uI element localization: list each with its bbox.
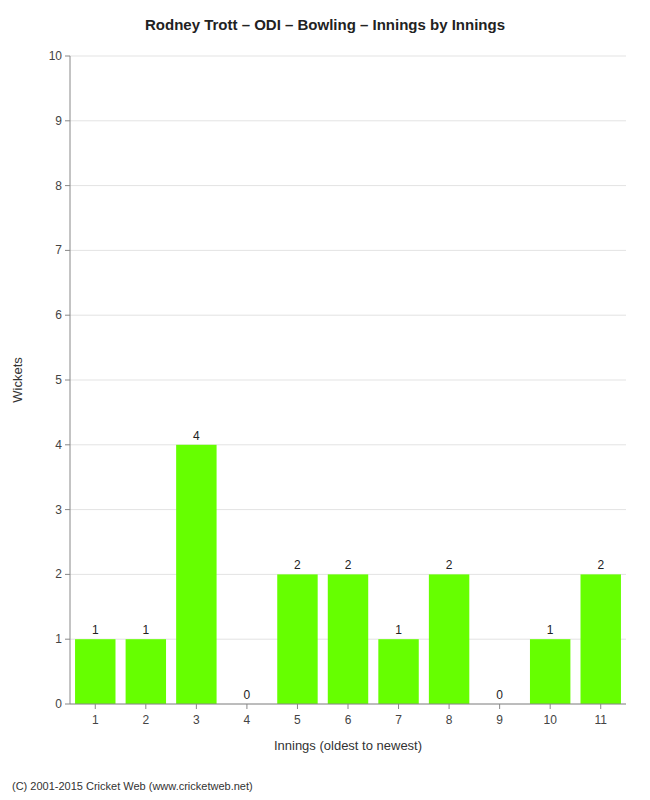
x-tick-mark [398, 704, 399, 709]
y-axis-label: Wickets [10, 357, 25, 403]
data-label: 2 [345, 558, 352, 572]
y-tick-label: 8 [55, 179, 62, 193]
grid-line [70, 185, 626, 186]
y-tick-label: 2 [55, 567, 62, 581]
x-tick-mark [449, 704, 450, 709]
y-tick-label: 10 [49, 49, 63, 63]
data-labels: 1 1 4 0 2 2 1 2 0 1 2 [92, 429, 604, 702]
y-ticks: 0 1 2 3 4 5 6 7 8 9 10 [49, 49, 70, 711]
x-tick-mark [499, 704, 500, 709]
bar [176, 445, 216, 704]
x-axis-label: Innings (oldest to newest) [274, 738, 422, 753]
y-tick-mark [65, 250, 70, 251]
x-tick-mark [196, 704, 197, 709]
x-tick-label: 2 [142, 713, 149, 727]
y-tick-mark [65, 315, 70, 316]
y-axis-line [70, 56, 71, 704]
y-tick-mark [65, 574, 70, 575]
y-tick-mark [65, 120, 70, 121]
background [0, 0, 650, 800]
bar [378, 639, 418, 704]
y-tick-label: 6 [55, 308, 62, 322]
x-tick-label: 9 [496, 713, 503, 727]
grid-line [70, 315, 626, 316]
y-tick-mark [65, 444, 70, 445]
chart-title: Rodney Trott – ODI – Bowling – Innings b… [145, 16, 505, 33]
chart-svg: 012345678910114022120121234567891011Rodn… [0, 0, 650, 800]
bar [126, 639, 166, 704]
grid-line [70, 250, 626, 251]
grid-line [70, 509, 626, 510]
data-label: 0 [496, 688, 503, 702]
bar [328, 574, 368, 704]
bars [75, 445, 621, 704]
y-tick-mark [65, 704, 70, 705]
grid-line [70, 56, 626, 57]
x-tick-mark [246, 704, 247, 709]
grid [70, 56, 626, 704]
y-tick-mark [65, 509, 70, 510]
y-tick-mark [65, 56, 70, 57]
y-tick-mark [65, 380, 70, 381]
y-tick-label: 3 [55, 503, 62, 517]
footer: (C) 2001-2015 Cricket Web (www.cricketwe… [12, 780, 253, 792]
x-tick-mark [600, 704, 601, 709]
data-label: 1 [547, 623, 554, 637]
x-tick-mark [550, 704, 551, 709]
bar [581, 574, 621, 704]
bar [277, 574, 317, 704]
data-label: 0 [244, 688, 251, 702]
bar [75, 639, 115, 704]
grid-line [70, 120, 626, 121]
x-tick-label: 11 [594, 713, 607, 727]
y-tick-label: 9 [55, 114, 62, 128]
y-tick-label: 4 [55, 438, 62, 452]
grid-line [70, 380, 626, 381]
y-tick-mark [65, 639, 70, 640]
y-tick-label: 1 [55, 632, 62, 646]
data-label: 4 [193, 429, 200, 443]
x-tick-label: 8 [446, 713, 453, 727]
y-tick-label: 0 [55, 697, 62, 711]
chart-container: 012345678910114022120121234567891011Rodn… [0, 0, 650, 800]
bar [429, 574, 469, 704]
x-tick-label: 10 [544, 713, 558, 727]
x-tick-label: 3 [193, 713, 200, 727]
data-label: 1 [92, 623, 99, 637]
data-label: 2 [597, 558, 604, 572]
x-tick-label: 4 [244, 713, 251, 727]
x-tick-label: 5 [294, 713, 301, 727]
y-tick-label: 5 [55, 373, 62, 387]
x-tick-mark [95, 704, 96, 709]
y-tick-label: 7 [55, 243, 62, 257]
data-label: 2 [294, 558, 301, 572]
x-tick-label: 1 [92, 713, 99, 727]
data-label: 2 [446, 558, 453, 572]
y-tick-mark [65, 185, 70, 186]
x-tick-mark [145, 704, 146, 709]
x-ticks: 1 2 3 4 5 6 7 8 9 10 11 [92, 704, 607, 727]
x-tick-mark [348, 704, 349, 709]
x-tick-mark [297, 704, 298, 709]
grid-line [70, 444, 626, 445]
data-label: 1 [142, 623, 149, 637]
bar [530, 639, 570, 704]
data-label: 1 [395, 623, 402, 637]
x-tick-label: 6 [345, 713, 352, 727]
x-tick-label: 7 [395, 713, 402, 727]
